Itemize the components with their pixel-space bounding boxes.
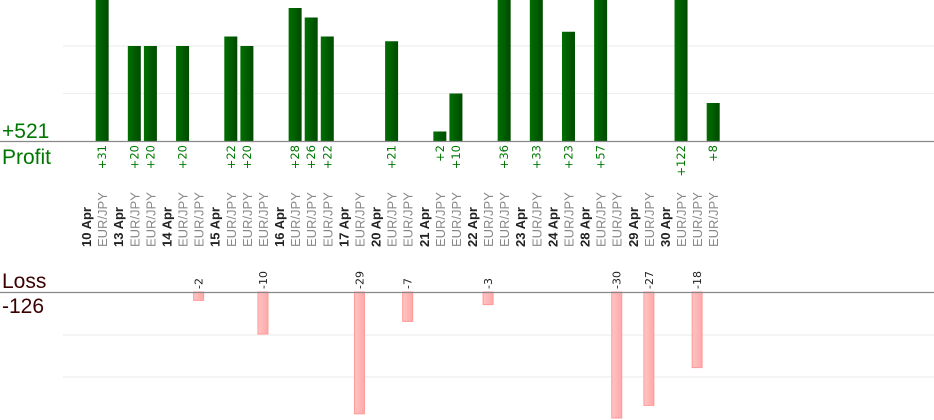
symbol-label: EUR/JPY: [690, 192, 705, 247]
date-label: 23 Apr: [513, 207, 528, 247]
profit-value-label: +33: [529, 145, 543, 169]
profit-value-label: +57: [594, 145, 608, 169]
loss-bar[interactable]: [193, 291, 205, 301]
profit-bar[interactable]: [95, 0, 109, 141]
loss-value-label: -18: [691, 271, 704, 289]
date-label: 22 Apr: [465, 207, 480, 247]
date-label: 13 Apr: [111, 207, 126, 247]
symbol-label: EUR/JPY: [385, 192, 400, 247]
profit-bar[interactable]: [594, 0, 608, 141]
loss-value-label: -30: [611, 271, 624, 289]
symbol-label: EUR/JPY: [320, 192, 335, 247]
profit-bar[interactable]: [497, 0, 511, 141]
loss-value-label: -10: [257, 271, 270, 289]
profit-bar[interactable]: [529, 0, 543, 141]
symbol-label: EUR/JPY: [706, 192, 721, 247]
date-label: 10 Apr: [79, 207, 94, 247]
symbol-label: EUR/JPY: [561, 192, 576, 247]
symbol-label: EUR/JPY: [594, 192, 609, 247]
loss-bar[interactable]: [257, 291, 269, 335]
profit-bar[interactable]: [561, 31, 575, 141]
profit-title: Profit: [2, 146, 51, 169]
profit-value-label: +21: [385, 145, 399, 169]
symbol-label: EUR/JPY: [433, 192, 448, 247]
symbol-label: EUR/JPY: [192, 192, 207, 247]
symbol-label: EUR/JPY: [127, 192, 142, 247]
profit-value-label: +8: [706, 145, 720, 162]
profit-bar[interactable]: [127, 46, 141, 141]
symbol-label: EUR/JPY: [449, 192, 464, 247]
symbol-label: EUR/JPY: [176, 192, 191, 247]
profit-total: +521: [2, 120, 49, 143]
date-label: 16 Apr: [272, 207, 287, 247]
profit-bar[interactable]: [143, 46, 157, 141]
profit-bar[interactable]: [674, 0, 688, 141]
symbol-label: EUR/JPY: [304, 192, 319, 247]
loss-value-label: -3: [482, 278, 495, 289]
symbol-label: EUR/JPY: [674, 192, 689, 247]
date-label: 17 Apr: [336, 207, 351, 247]
loss-bar[interactable]: [482, 291, 494, 306]
loss-total: -126: [2, 295, 44, 318]
loss-value-label: -29: [353, 271, 366, 289]
profit-value-label: +36: [497, 145, 511, 169]
symbol-label: EUR/JPY: [352, 192, 367, 247]
profit-bar[interactable]: [320, 36, 334, 142]
loss-title: Loss: [2, 270, 46, 293]
profit-bar[interactable]: [385, 41, 399, 141]
symbol-label: EUR/JPY: [95, 192, 110, 247]
date-label: 28 Apr: [578, 207, 593, 247]
loss-bar[interactable]: [353, 291, 365, 415]
loss-bar[interactable]: [691, 291, 703, 369]
loss-value-label: -7: [402, 278, 415, 289]
symbol-label: EUR/JPY: [143, 192, 158, 247]
profit-value-label: +20: [176, 145, 190, 169]
profit-bar[interactable]: [449, 93, 463, 142]
loss-value-label: -2: [193, 278, 206, 289]
date-label: 30 Apr: [658, 207, 673, 247]
date-label: 15 Apr: [208, 207, 223, 247]
date-label: 29 Apr: [626, 207, 641, 247]
loss-value-label: -27: [643, 271, 656, 289]
profit-bar[interactable]: [288, 8, 302, 141]
symbol-label: EUR/JPY: [529, 192, 544, 247]
profit-value-label: +22: [224, 145, 238, 169]
profit-bar[interactable]: [176, 46, 190, 141]
bars: [95, 0, 720, 419]
profit-bar[interactable]: [304, 17, 318, 142]
loss-bar[interactable]: [643, 291, 655, 406]
loss-bar[interactable]: [611, 291, 623, 419]
profit-bar[interactable]: [240, 46, 254, 141]
profit-bar[interactable]: [706, 103, 720, 141]
symbol-label: EUR/JPY: [481, 192, 496, 247]
profit-value-label: +10: [449, 145, 463, 169]
profit-value-label: +23: [561, 145, 575, 169]
symbol-label: EUR/JPY: [288, 192, 303, 247]
symbol-label: EUR/JPY: [497, 192, 512, 247]
profit-value-label: +22: [320, 145, 334, 169]
symbol-label: EUR/JPY: [401, 192, 416, 247]
profit-value-label: +20: [240, 145, 254, 169]
profit-value-label: +28: [288, 145, 302, 169]
date-label: 24 Apr: [545, 207, 560, 247]
date-label: 20 Apr: [369, 207, 384, 247]
loss-bar[interactable]: [402, 291, 414, 322]
profit-value-label: +2: [433, 145, 447, 162]
profit-value-label: +31: [95, 145, 109, 169]
profit-bar[interactable]: [433, 131, 447, 142]
profit-value-label: +122: [674, 145, 688, 177]
profit-value-label: +26: [304, 145, 318, 169]
symbol-label: EUR/JPY: [256, 192, 271, 247]
symbol-label: EUR/JPY: [240, 192, 255, 247]
symbol-label: EUR/JPY: [642, 192, 657, 247]
profit-value-label: +20: [127, 145, 141, 169]
date-label: 21 Apr: [417, 207, 432, 247]
profit-value-label: +20: [143, 145, 157, 169]
symbol-label: EUR/JPY: [610, 192, 625, 247]
date-label: 14 Apr: [159, 207, 174, 247]
symbol-label: EUR/JPY: [224, 192, 239, 247]
profit-bar[interactable]: [224, 36, 238, 142]
